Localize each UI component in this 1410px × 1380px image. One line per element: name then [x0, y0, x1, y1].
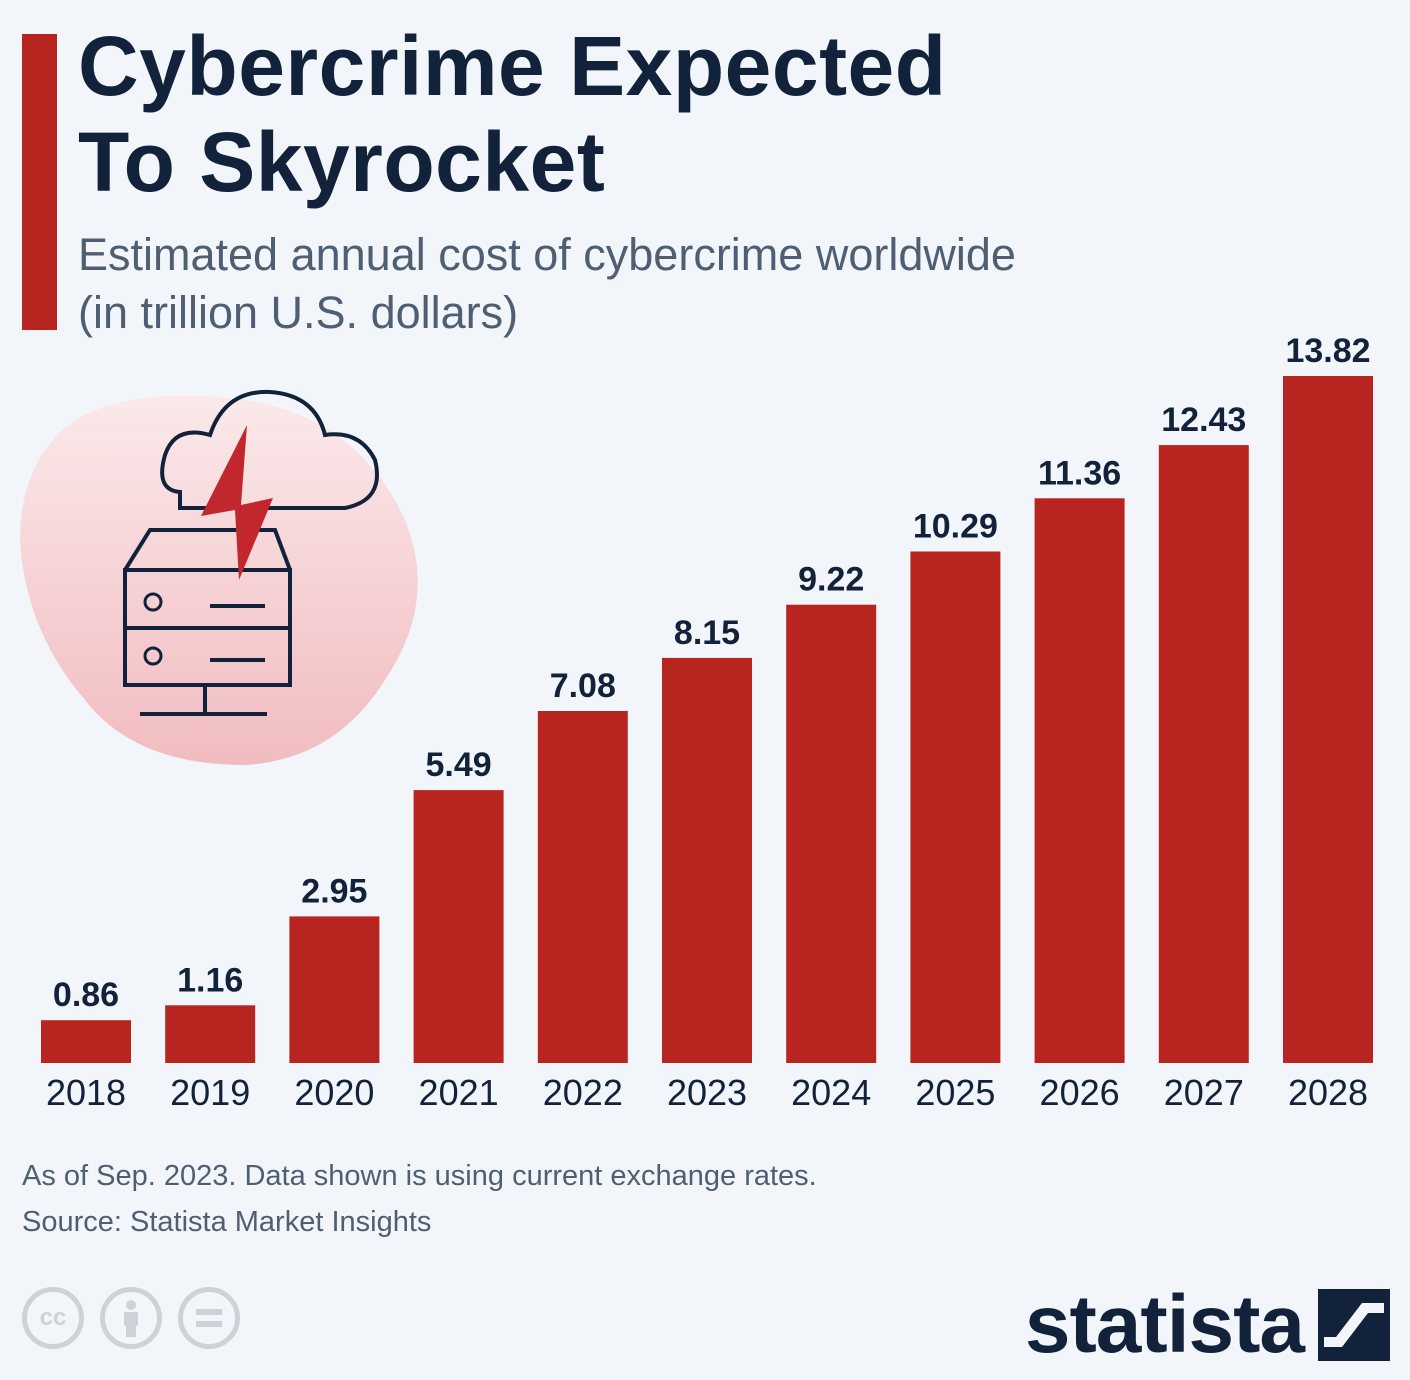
attribution-icon[interactable]	[100, 1287, 162, 1349]
source-note: Source: Statista Market Insights	[22, 1206, 432, 1238]
x-tick-label-2025: 2025	[915, 1072, 995, 1113]
value-label-2022: 7.08	[550, 667, 616, 705]
license-icons: cc	[22, 1287, 240, 1349]
bar-2022	[537, 711, 628, 1063]
equals-icon	[196, 1309, 222, 1327]
chart-subtitle: Estimated annual cost of cybercrime worl…	[78, 226, 1016, 342]
cc-icon[interactable]: cc	[22, 1287, 84, 1349]
cc-icon-label: cc	[39, 1304, 67, 1331]
bar-2020	[289, 916, 380, 1063]
bar-2018	[41, 1020, 131, 1063]
title-accent-bar	[22, 34, 57, 330]
statista-logo-icon	[1318, 1289, 1390, 1361]
value-label-2024: 9.22	[798, 561, 864, 599]
x-tick-label-2026: 2026	[1040, 1072, 1120, 1113]
person-icon	[124, 1300, 138, 1337]
x-tick-label-2019: 2019	[170, 1072, 250, 1113]
x-tick-label-2027: 2027	[1164, 1072, 1244, 1113]
chart-subtitle-line2: (in trillion U.S. dollars)	[78, 287, 519, 338]
chart-title-line1: Cybercrime Expected	[78, 19, 947, 113]
x-tick-label-2021: 2021	[419, 1072, 499, 1113]
bar-2026	[1034, 498, 1125, 1063]
bar-2025	[910, 551, 1001, 1063]
value-label-2025: 10.29	[913, 508, 998, 546]
bar-2027	[1158, 445, 1249, 1064]
brand-wordmark: statista	[1024, 1279, 1305, 1370]
value-label-2023: 8.15	[674, 614, 740, 652]
value-label-2026: 11.36	[1038, 454, 1121, 492]
bar-chart: 0.86 2018 1.16 2019 2.95 2020 5.49 2021 7.08 2022…	[41, 332, 1373, 1113]
footnote: As of Sep. 2023. Data shown is using cur…	[22, 1160, 817, 1192]
chart-title: Cybercrime Expected To Skyrocket	[78, 18, 947, 210]
bar-2024	[786, 604, 877, 1063]
value-label-2021: 5.49	[426, 746, 492, 784]
chart-subtitle-line1: Estimated annual cost of cybercrime worl…	[78, 229, 1016, 280]
statista-brand[interactable]: statista	[1025, 1280, 1390, 1370]
cloud-lightning-server-icon	[20, 389, 418, 765]
value-label-2018: 0.86	[53, 976, 119, 1014]
x-tick-label-2028: 2028	[1288, 1072, 1368, 1113]
x-tick-label-2020: 2020	[294, 1072, 374, 1113]
bar-2021	[413, 790, 504, 1063]
value-label-2019: 1.16	[177, 961, 243, 999]
chart-title-line2: To Skyrocket	[78, 115, 606, 209]
value-label-2028: 13.82	[1285, 332, 1370, 370]
no-derivatives-icon[interactable]	[178, 1287, 240, 1349]
value-label-2020: 2.95	[301, 872, 367, 910]
bar-2019	[165, 1005, 256, 1063]
x-tick-label-2022: 2022	[543, 1072, 623, 1113]
bar-2023	[662, 657, 752, 1063]
x-tick-label-2023: 2023	[667, 1072, 747, 1113]
value-label-2027: 12.43	[1161, 401, 1246, 439]
x-tick-label-2018: 2018	[46, 1072, 126, 1113]
bar-2028	[1283, 376, 1373, 1063]
x-tick-label-2024: 2024	[791, 1072, 871, 1113]
